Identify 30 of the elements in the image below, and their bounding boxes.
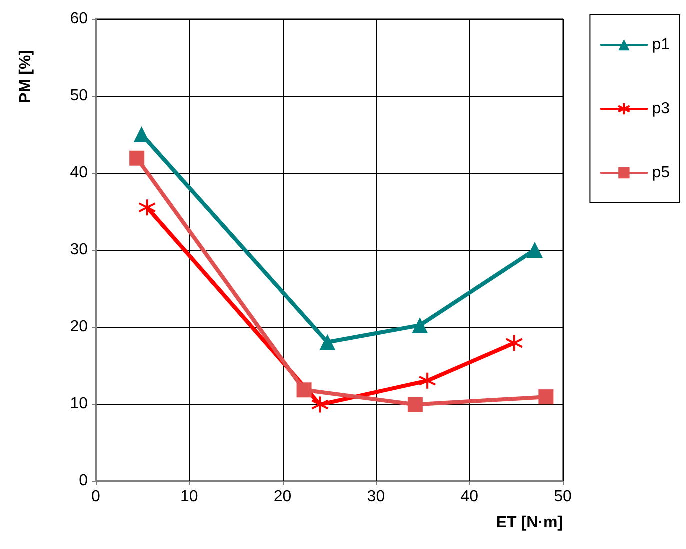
point <box>538 390 554 405</box>
point <box>505 334 524 352</box>
legend-label: p1 <box>652 36 670 54</box>
y-tick-label: 40 <box>70 164 88 182</box>
legend-label: p3 <box>652 100 670 118</box>
y-tick-label: 10 <box>70 396 88 412</box>
point <box>408 397 423 412</box>
legend-label: p5 <box>652 164 670 182</box>
y-tick-label: 60 <box>70 10 88 28</box>
y-tick-label: 0 <box>79 472 88 490</box>
point <box>418 372 437 390</box>
point <box>130 150 145 166</box>
x-tick-label: 10 <box>180 488 198 506</box>
x-tick-label: 0 <box>92 488 101 506</box>
point <box>134 126 150 142</box>
point <box>138 198 156 217</box>
point <box>526 242 543 258</box>
point <box>320 334 336 350</box>
x-tick-label: 30 <box>367 488 386 506</box>
point <box>296 382 312 398</box>
y-tick-label: 30 <box>70 242 88 258</box>
x-tick-label: 20 <box>274 488 292 506</box>
point <box>412 317 428 334</box>
point <box>311 396 330 414</box>
y-tick-label: 50 <box>70 88 88 104</box>
x-axis-title: ET [N·m] <box>496 514 563 532</box>
x-tick-label: 50 <box>554 488 572 506</box>
y-tick-label: 20 <box>70 318 88 336</box>
y-axis-title: PM [%] <box>18 50 34 104</box>
x-tick-label: 40 <box>460 488 479 506</box>
